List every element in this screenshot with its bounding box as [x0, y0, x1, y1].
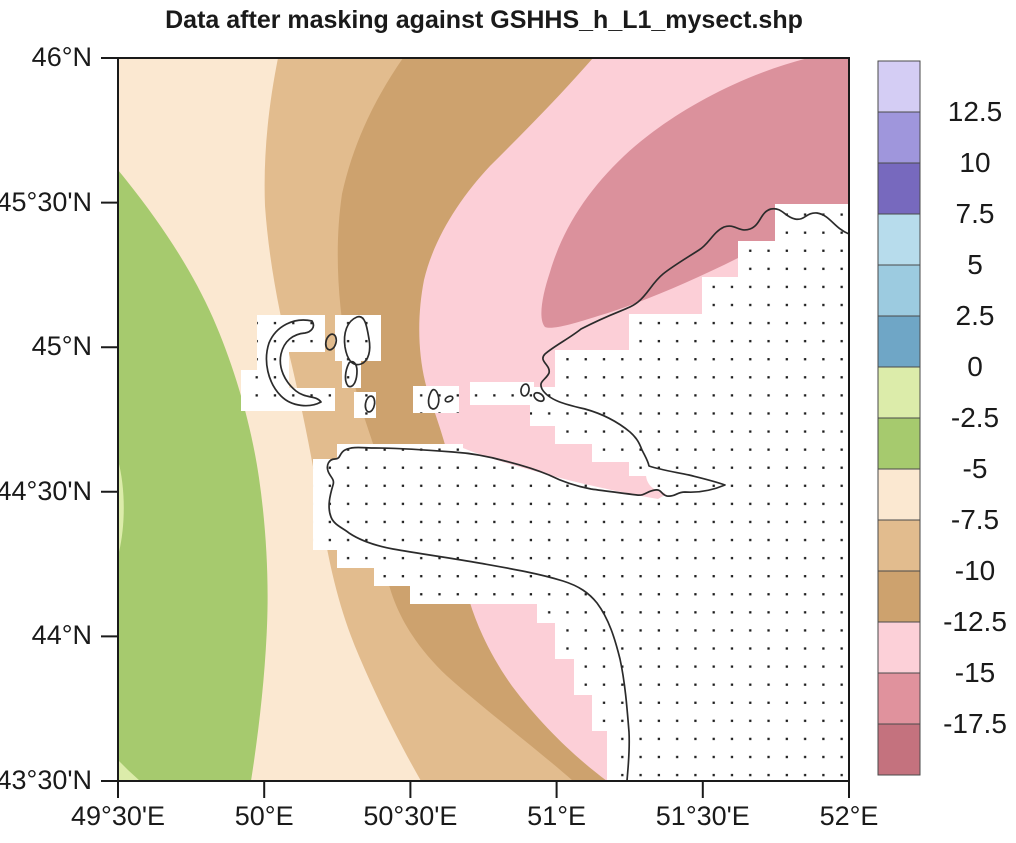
islet-coastal-2: [533, 391, 545, 403]
y-axis-label-4430N: 44°30'N: [0, 475, 92, 506]
colorbar-label-neg12-5: -12.5: [943, 606, 1007, 637]
colorbar-label-neg17-5: -17.5: [943, 708, 1007, 739]
colorbar-box-10: [877, 570, 921, 623]
x-axis-label-4930E: 49°30'E: [70, 801, 166, 831]
colorbar: [877, 60, 921, 776]
land-mask-main: [313, 204, 849, 781]
colorbar-box-5: [877, 315, 921, 368]
coastline-mainland: [326, 207, 849, 781]
colorbar-box-13: [877, 723, 921, 776]
colorbar-box-8: [877, 468, 921, 521]
coastline-group: [265, 207, 849, 781]
colorbar-box-3: [877, 213, 921, 266]
plot-frame: [117, 57, 850, 782]
land-mask-spit: [645, 470, 724, 494]
y-axis-label-4330N: 43°30'N: [0, 765, 92, 795]
colorbar-box-12: [877, 672, 921, 725]
colorbar-label-12-5: 12.5: [947, 96, 1003, 127]
colorbar-label-2-5: 2.5: [955, 300, 995, 331]
contour-field: [118, 58, 849, 781]
colorbar-label-neg5: -5: [962, 453, 988, 484]
contour-band-palegreen-corner: [118, 760, 140, 781]
islet-pair-long: [427, 388, 440, 410]
x-axis-label-50E: 50°E: [234, 801, 294, 831]
colorbar-label-10: 10: [959, 147, 991, 178]
page-title: Data after masking against GSHHS_h_L1_my…: [165, 6, 803, 34]
colorbar-label-0: 0: [967, 351, 983, 382]
contour-band-palegreen: [118, 460, 124, 552]
x-axis-label-52E: 52°E: [819, 801, 879, 831]
bay-water: [463, 426, 665, 499]
colorbar-box-4: [877, 264, 921, 317]
y-axis-label-44N: 44°N: [31, 620, 92, 651]
y-axis-label-45N: 45°N: [31, 331, 92, 362]
island-blob: [343, 315, 371, 366]
colorbar-label-5: 5: [967, 249, 983, 280]
islet-oval-2: [364, 395, 376, 413]
islet-coastal-1: [520, 383, 530, 397]
colorbar-label-neg7-5: -7.5: [950, 504, 1000, 535]
colorbar-box-6: [877, 366, 921, 419]
island-mask-cells-coastal: [470, 382, 534, 405]
colorbar-box-2: [877, 162, 921, 215]
contour-band-rose: [541, 58, 849, 328]
colorbar-label-7-5: 7.5: [955, 198, 995, 229]
contour-band-green: [118, 170, 268, 781]
x-axis-label-5030E: 50°30'E: [363, 801, 458, 831]
colorbar-box-9: [877, 519, 921, 572]
colorbar-label-neg2-5: -2.5: [950, 402, 1000, 433]
x-axis-label-5130E: 51°30'E: [655, 801, 750, 831]
island-atoll: [265, 319, 322, 407]
x-axis-label-51E: 51°E: [527, 801, 587, 831]
y-axis-label-46N: 46°N: [31, 42, 92, 72]
colorbar-box-1: [877, 111, 921, 164]
axis-frame-group: [101, 57, 850, 798]
colorbar-label-neg15: -15: [954, 657, 996, 688]
island-mask-cells-atoll: [241, 315, 335, 411]
islet-elongated: [344, 360, 358, 388]
colorbar-box-7: [877, 417, 921, 470]
islet-pair-tiny: [444, 395, 454, 403]
y-axis-label-4530N: 45°30'N: [0, 186, 92, 217]
colorbar-box-11: [877, 621, 921, 674]
colorbar-label-neg10: -10: [954, 555, 996, 586]
islet-oval-1: [324, 333, 338, 351]
colorbar-box-0: [877, 60, 921, 113]
